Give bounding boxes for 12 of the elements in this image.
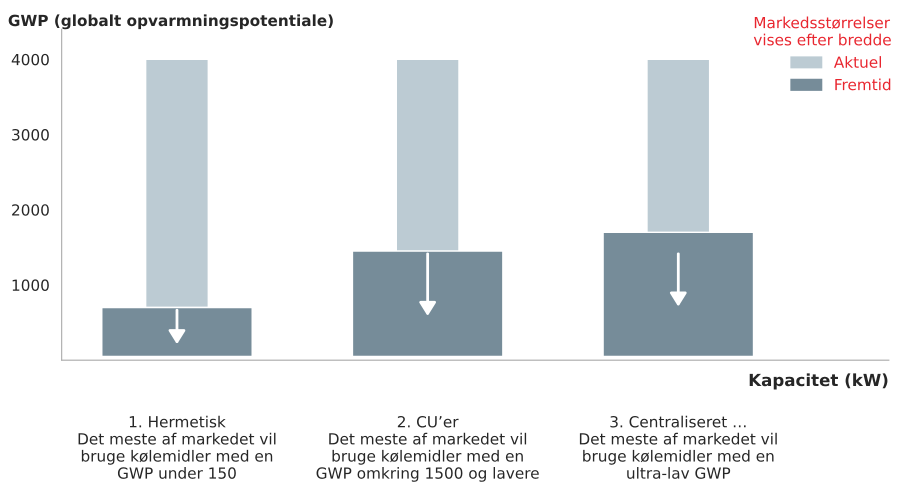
y-axis-title: GWP (globalt opvarmningspotentiale) (8, 14, 333, 30)
y-tick-label: 3000 (12, 129, 49, 141)
legend-title: Markedsstørrelser vises efter bredde (754, 16, 891, 46)
x-tick-label: 1. Hermetisk Det meste af markedet vil bruge kølemidler med en GWP under 150 (78, 416, 276, 479)
x-tick-label: 3. Centraliseret … Det meste af markedet vil bruge kølemidler med en ultra-lav GWP (580, 416, 777, 479)
legend-label: Fremtid (835, 78, 890, 90)
legend-label: Aktuel (834, 56, 882, 68)
y-tick-label: 4000 (12, 54, 49, 66)
y-tick-label: 2000 (12, 204, 49, 216)
x-axis-title: Kapacitet (kW) (750, 373, 888, 390)
x-tick-label: 2. CU’er Det meste af markedet vil bruge kølemidler med en GWP omkring 1500 og lavere (316, 416, 539, 482)
y-tick-label: 1000 (12, 279, 49, 291)
